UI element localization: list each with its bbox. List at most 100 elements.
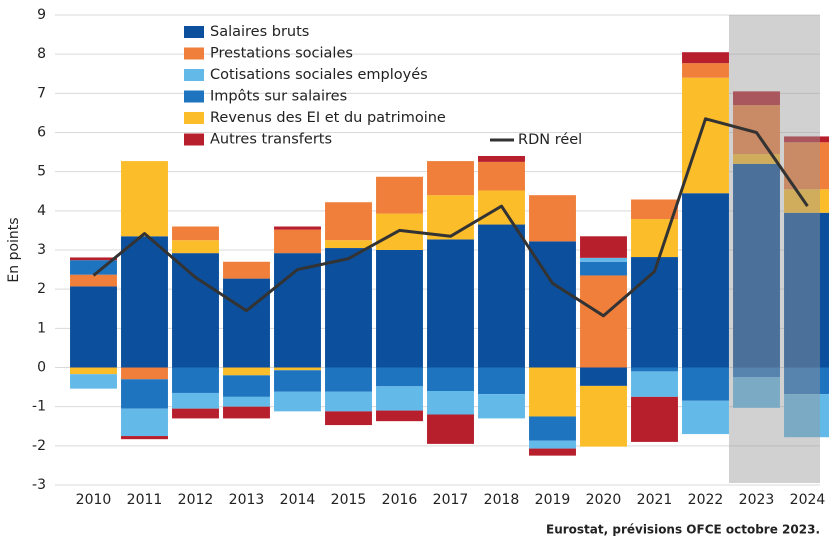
source: Eurostat, prévisions OFCE octobre 2023. — [546, 523, 820, 537]
bar-segment — [580, 385, 627, 447]
bar-segment — [529, 241, 576, 368]
bar-segment — [631, 396, 678, 442]
legend-label: Autres transferts — [210, 132, 332, 148]
bar-segment — [580, 257, 627, 262]
bar-segment — [223, 261, 270, 279]
legend-swatch — [184, 112, 204, 124]
x-tick-label: 2011 — [127, 492, 163, 508]
bar-segment — [427, 239, 474, 368]
legend-swatch — [184, 90, 204, 103]
bar-segment — [172, 253, 219, 368]
bar-segment — [580, 275, 627, 368]
y-tick-label: 2 — [37, 281, 46, 297]
bar-segment — [478, 161, 525, 191]
bar-segment — [274, 370, 321, 392]
bar-segment — [376, 176, 423, 214]
legend-label: Cotisations sociales employés — [210, 67, 428, 83]
bar-segment — [733, 91, 780, 106]
line-series — [92, 117, 809, 318]
bar-segment — [529, 448, 576, 456]
bar-segment — [325, 202, 372, 241]
forecast-shade — [729, 15, 820, 483]
bar-segment — [682, 400, 729, 435]
bar-segment — [325, 240, 372, 249]
bar-segment — [580, 236, 627, 258]
bar-segment — [529, 416, 576, 441]
legend-swatch — [184, 26, 204, 38]
legend-label: RDN réel — [518, 132, 582, 148]
x-tick-label: 2014 — [280, 492, 316, 508]
bar-segment — [172, 240, 219, 254]
legend-label: Revenus des EI et du patrimoine — [210, 110, 446, 126]
bar-segment — [427, 161, 474, 196]
bar-segment — [682, 63, 729, 78]
bar-segment — [631, 371, 678, 397]
bar-segment — [121, 436, 168, 440]
bar-segment — [376, 386, 423, 411]
bar-segment — [733, 154, 780, 164]
bar-segment — [223, 406, 270, 419]
bar-segment — [427, 414, 474, 444]
bar-segment — [274, 391, 321, 412]
y-tick-label: -2 — [32, 438, 46, 454]
y-tick-label: 6 — [37, 125, 46, 141]
bar-segment — [631, 367, 678, 372]
bar-segment — [121, 379, 168, 409]
bar-segment — [121, 408, 168, 437]
bar-segment — [70, 367, 117, 375]
bar-segment — [478, 224, 525, 368]
bar-segment — [325, 248, 372, 368]
y-tick-label: 8 — [37, 46, 46, 62]
bar-segment — [274, 367, 321, 371]
bar-segment — [274, 229, 321, 254]
bar-segment — [172, 408, 219, 419]
bar-segment — [376, 367, 423, 387]
bar-segment — [121, 367, 168, 380]
x-tick-label: 2020 — [586, 492, 622, 508]
x-tick-label: 2023 — [739, 492, 775, 508]
bar-segment — [325, 391, 372, 412]
bar-segment — [427, 195, 474, 240]
y-tick-label: 5 — [37, 164, 46, 180]
y-tick-label: 7 — [37, 85, 46, 101]
bar-segment — [682, 193, 729, 368]
bar-segment — [70, 274, 117, 287]
x-tick-label: 2024 — [790, 492, 826, 508]
x-tick-label: 2019 — [535, 492, 571, 508]
bar-segment — [682, 367, 729, 401]
bar-segment — [784, 136, 829, 143]
legend-swatch — [184, 47, 204, 60]
bar-segment — [70, 260, 117, 275]
bar-segment — [70, 374, 117, 389]
y-tick-label: -1 — [32, 399, 46, 415]
bar-segment — [427, 391, 474, 415]
x-tick-label: 2018 — [484, 492, 520, 508]
bar-segment — [121, 236, 168, 368]
legend-swatch — [184, 69, 204, 81]
bar-segment — [223, 278, 270, 368]
bar-segment — [223, 396, 270, 407]
bar-segment — [682, 52, 729, 64]
bar-segment — [529, 367, 576, 417]
bar-segment — [784, 189, 829, 213]
bar-segment — [631, 199, 678, 220]
bar-segment — [580, 261, 627, 276]
x-tick-label: 2017 — [433, 492, 469, 508]
y-tick-label: 4 — [37, 203, 46, 219]
bar-segment — [682, 77, 729, 194]
bar-segment — [631, 257, 678, 368]
bar-segment — [70, 257, 117, 261]
bar-segment — [733, 377, 780, 408]
legend-label: Prestations sociales — [210, 46, 353, 62]
bar-segment — [784, 212, 829, 368]
bar-segment — [784, 367, 829, 395]
x-tick-label: 2013 — [229, 492, 265, 508]
bar-segment — [529, 440, 576, 449]
bar-segment — [478, 394, 525, 419]
x-tick-label: 2016 — [382, 492, 418, 508]
bar-segment — [172, 226, 219, 241]
bar-segment — [529, 195, 576, 242]
bar-segment — [784, 394, 829, 438]
bar-segment — [70, 286, 117, 368]
